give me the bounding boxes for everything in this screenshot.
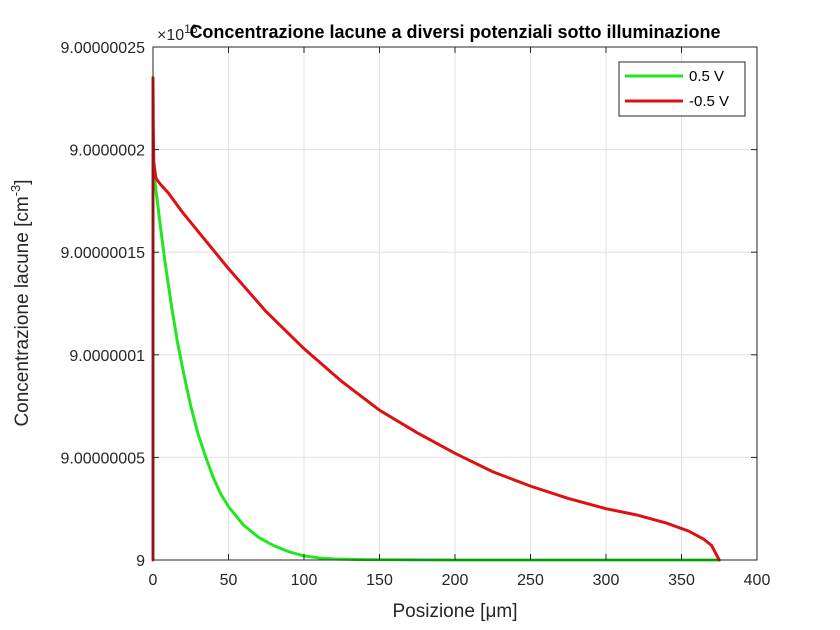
x-tick-label: 400 (744, 572, 771, 589)
x-tick-label: 250 (517, 572, 544, 589)
y-tick-label: 9.0000002 (69, 143, 145, 160)
x-axis-label: Posizione [μm] (393, 601, 518, 622)
legend-label-0.5v: 0.5 V (689, 68, 724, 85)
legend-label-minus-0.5v: -0.5 V (689, 93, 729, 110)
y-tick-label: 9.00000025 (60, 40, 145, 57)
y-tick-label: 9.00000015 (60, 245, 145, 262)
x-tick-label: 300 (593, 572, 620, 589)
x-tick-label: 150 (366, 572, 393, 589)
exponent-label: ×1016 (157, 22, 198, 44)
legend: 0.5 V -0.5 V (618, 61, 746, 117)
legend-box (618, 61, 746, 117)
x-tick-label: 0 (149, 572, 158, 589)
x-tick-label: 200 (442, 572, 469, 589)
y-axis-label: Concentrazione lacune [cm-3] (8, 179, 33, 426)
x-tick-label: 50 (220, 572, 238, 589)
y-tick-label: 9 (136, 553, 145, 570)
y-tick-label: 9.00000005 (60, 450, 145, 467)
x-tick-label: 100 (291, 572, 318, 589)
chart-title: Concentrazione lacune a diversi potenzia… (189, 22, 720, 42)
x-tick-label: 350 (668, 572, 695, 589)
series-line-minus-0.5v (151, 76, 721, 562)
y-tick-label: 9.0000001 (69, 348, 145, 365)
axis-ticks: 0 50 100 150 200 250 300 350 400 9 9.00000005 9.000… (60, 40, 770, 589)
grid-lines (153, 47, 757, 560)
